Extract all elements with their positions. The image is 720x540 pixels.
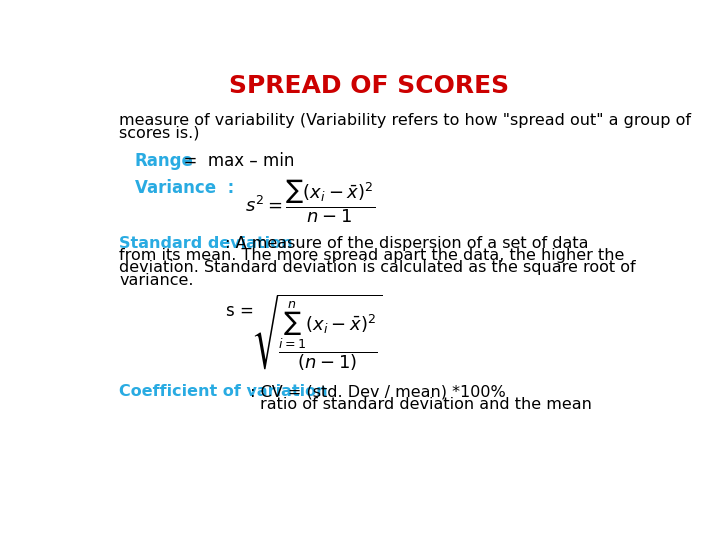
Text: from its mean. The more spread apart the data, the higher the: from its mean. The more spread apart the…: [120, 248, 625, 263]
Text: =  max – min: = max – min: [173, 152, 294, 170]
Text: deviation. Standard deviation is calculated as the square root of: deviation. Standard deviation is calcula…: [120, 260, 636, 275]
Text: measure of variability (Variability refers to how "spread out" a group of: measure of variability (Variability refe…: [120, 112, 691, 127]
Text: Variance  :: Variance :: [135, 179, 234, 197]
Text: : A measure of the dispersion of a set of data: : A measure of the dispersion of a set o…: [220, 236, 589, 251]
Text: scores is.): scores is.): [120, 126, 200, 140]
Text: $s^2 = \dfrac{\sum(x_i - \bar{x})^2}{n-1}$: $s^2 = \dfrac{\sum(x_i - \bar{x})^2}{n-1…: [245, 179, 375, 225]
Text: Coefficient of variation: Coefficient of variation: [120, 384, 328, 400]
Text: Range: Range: [135, 152, 194, 170]
Text: variance.: variance.: [120, 273, 194, 288]
Text: Standard deviation: Standard deviation: [120, 236, 293, 251]
Text: $\sqrt{\dfrac{\sum_{i=1}^{n}(x_i - \bar{x})^2}{(n-1)}}$: $\sqrt{\dfrac{\sum_{i=1}^{n}(x_i - \bar{…: [251, 293, 382, 373]
Text: : CV = (std. Dev / mean) *100%: : CV = (std. Dev / mean) *100%: [245, 384, 505, 400]
Text: s =: s =: [225, 302, 258, 320]
Text: SPREAD OF SCORES: SPREAD OF SCORES: [229, 75, 509, 98]
Text: ratio of standard deviation and the mean: ratio of standard deviation and the mean: [261, 397, 593, 413]
